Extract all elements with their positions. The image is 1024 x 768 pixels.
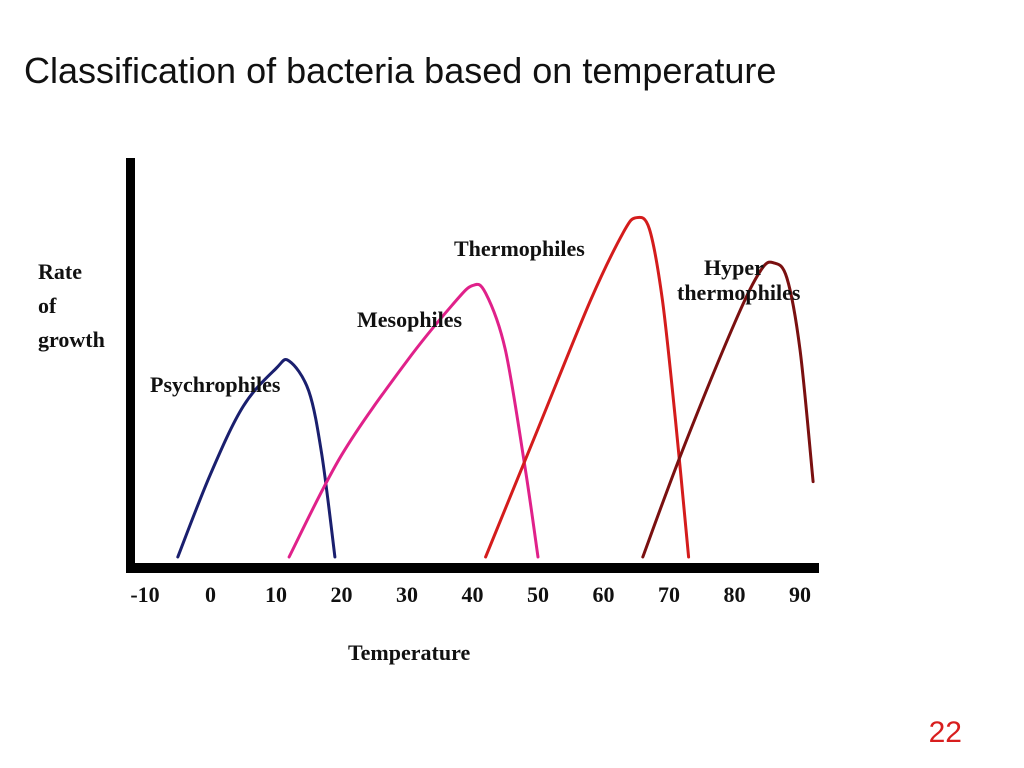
x-tick-label: 80 [724,582,746,607]
x-tick-label: 40 [462,582,484,607]
series-label-hyper-line1: Hyper [704,255,764,280]
growth-curve-thermophiles [484,215,691,559]
y-axis-label-line: Rate [38,259,82,284]
x-tick-label: 20 [331,582,353,607]
x-tick-label: 70 [658,582,680,607]
x-tick-label: 30 [396,582,418,607]
page-number: 22 [928,716,962,749]
x-tick-labels: -10 0 10 20 30 40 50 60 70 80 90 [130,582,811,607]
x-tick-label: 90 [789,582,811,607]
series-label-hyper-line2: thermophiles [677,280,801,305]
series-label-psychrophiles: Psychrophiles [150,372,281,397]
x-axis-line [126,563,819,573]
growth-curves [176,215,815,559]
series-label-mesophiles: Mesophiles [357,307,463,332]
growth-curve-hyper-thermophiles [641,260,815,559]
growth-curve-psychrophiles [176,358,337,559]
y-axis-label-line: growth [38,327,105,352]
y-axis-label-line: of [38,293,57,318]
x-tick-label: 0 [205,582,216,607]
x-tick-label: 50 [527,582,549,607]
slide-title: Classification of bacteria based on temp… [24,50,777,91]
x-tick-label: 60 [593,582,615,607]
x-axis-label: Temperature [348,640,470,665]
x-tick-label: 10 [265,582,287,607]
series-label-thermophiles: Thermophiles [454,236,585,261]
x-tick-label: -10 [130,582,159,607]
y-axis-line [126,158,135,573]
growth-curve-mesophiles [287,282,540,559]
